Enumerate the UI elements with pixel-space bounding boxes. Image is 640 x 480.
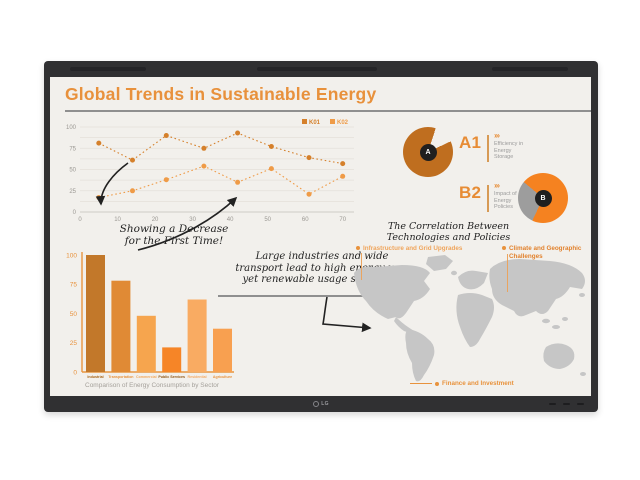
- annotation-correlation: The Correlation Between Technologies and…: [356, 221, 541, 243]
- pie-chart-b: B: [518, 173, 568, 223]
- slide-title: Global Trends in Sustainable Energy: [65, 84, 377, 104]
- title-divider: [65, 110, 591, 112]
- a1-caption-line1: Efficiency in: [494, 141, 524, 147]
- svg-text:100: 100: [66, 125, 77, 131]
- display-monitor: Global Trends in Sustainable Energy 0 25 5…: [44, 61, 598, 412]
- a1-divider-bar: [487, 135, 489, 162]
- annotation-underline: [218, 295, 420, 297]
- label-b2: B2: [459, 183, 482, 202]
- svg-text:Transportation: Transportation: [108, 375, 133, 379]
- svg-text:40: 40: [227, 217, 234, 222]
- annotation-industries-line3: yet renewable usage stays low!: [242, 274, 402, 285]
- svg-text:75: 75: [70, 282, 78, 289]
- b2-caption-line2: Energy: [494, 197, 512, 204]
- map-label-infrastructure-text: Infrastructure and Grid Upgrades: [363, 245, 463, 252]
- svg-text:20: 20: [152, 217, 159, 222]
- bezel-mark: [563, 403, 570, 405]
- map-label-climate-line2: Challenges: [509, 252, 543, 260]
- annotation-decrease-line1: Showing a Decrease: [119, 223, 229, 235]
- svg-text:75: 75: [69, 146, 76, 152]
- svg-text:50: 50: [69, 168, 76, 174]
- bezel-sensor-marks: [549, 403, 584, 405]
- b2-caption: Impact of Energy Policies: [494, 191, 517, 211]
- svg-text:K01: K01: [309, 120, 321, 126]
- display-screen: Global Trends in Sustainable Energy 0 25 5…: [50, 77, 591, 396]
- svg-text:Agriculture: Agriculture: [213, 375, 232, 379]
- map-label-climate-line1: Climate and Geographic: [509, 245, 582, 252]
- annotation-decrease: Showing a Decrease for the First Time!: [88, 223, 260, 247]
- svg-text:Commercial: Commercial: [136, 375, 157, 379]
- b2-divider-bar: [487, 185, 489, 212]
- bezel-mark: [549, 403, 556, 405]
- marker-dot-icon: [356, 246, 360, 250]
- pie-a-badge: A: [419, 143, 437, 161]
- svg-text:50: 50: [264, 217, 271, 222]
- svg-text:25: 25: [70, 340, 78, 347]
- svg-text:K02: K02: [337, 120, 349, 126]
- annotation-industries-line2: transport lead to high energy use,: [235, 262, 409, 274]
- svg-text:30: 30: [189, 217, 196, 222]
- infrastructure-callout-line: [361, 253, 362, 280]
- line-chart: 0 25 50 75 100 0 10 20 30 40 50 60 70 K01 K02: [66, 119, 354, 222]
- bezel-speaker-slot-left: [70, 67, 146, 71]
- b2-chevrons-icon: ›››: [494, 181, 500, 190]
- map-label-finance: Finance and Investment: [410, 380, 514, 388]
- a1-caption-line2: Energy: [494, 147, 512, 154]
- pie-b-badge: B: [534, 189, 552, 207]
- a1-caption: Efficiency in Energy Storage: [494, 141, 523, 161]
- label-a1: A1: [459, 133, 482, 152]
- bezel-mark: [577, 403, 584, 405]
- map-label-finance-text: Finance and Investment: [442, 380, 514, 387]
- annotation-industries-line1: Large industries and wide: [255, 251, 389, 262]
- svg-text:0: 0: [73, 369, 77, 376]
- lg-logo-icon: [313, 401, 320, 407]
- bezel-speaker-slot-center: [257, 67, 377, 71]
- annotation-correlation-line2: Technologies and Policies: [386, 232, 511, 243]
- a1-chevrons-icon: ›››: [494, 131, 500, 140]
- map-label-climate-text: Climate and Geographic Challenges: [509, 245, 581, 260]
- svg-text:25: 25: [69, 189, 76, 195]
- b2-caption-line1: Impact of: [494, 191, 517, 197]
- bar-chart: 0 25 50 75 100 Industrial Transportation Commer…: [66, 252, 234, 379]
- world-map: [354, 255, 586, 382]
- svg-text:50: 50: [70, 311, 78, 318]
- a1-caption-line3: Storage: [494, 154, 514, 160]
- svg-text:Public Services: Public Services: [158, 375, 185, 379]
- svg-text:Industrial: Industrial: [87, 375, 103, 379]
- svg-text:0: 0: [73, 210, 77, 216]
- map-label-climate: Climate and Geographic Challenges: [502, 245, 591, 260]
- svg-text:Residential: Residential: [188, 375, 207, 379]
- annotation-industries: Large industries and wide transport lead…: [222, 251, 422, 286]
- annotation-decrease-line2: for the First Time!: [124, 235, 224, 247]
- map-label-infrastructure: Infrastructure and Grid Upgrades: [356, 245, 462, 253]
- svg-text:100: 100: [66, 252, 77, 259]
- finance-callout-line: [410, 383, 432, 385]
- lg-logo-text: LG: [321, 401, 329, 407]
- b2-caption-line3: Policies: [494, 204, 513, 210]
- svg-text:0: 0: [78, 217, 82, 222]
- marker-dot-icon: [502, 246, 506, 250]
- marker-dot-icon: [435, 381, 439, 386]
- pie-chart-a: A: [403, 127, 453, 177]
- bar-chart-caption: Comparison of Energy Consumption by Sect…: [85, 382, 220, 389]
- svg-text:70: 70: [339, 217, 346, 222]
- annotation-correlation-line1: The Correlation Between: [387, 221, 510, 232]
- svg-text:10: 10: [114, 217, 121, 222]
- climate-callout-line: [507, 254, 508, 292]
- svg-text:60: 60: [302, 217, 309, 222]
- brand-logo: LG: [44, 399, 598, 409]
- bezel-speaker-slot-right: [492, 67, 568, 71]
